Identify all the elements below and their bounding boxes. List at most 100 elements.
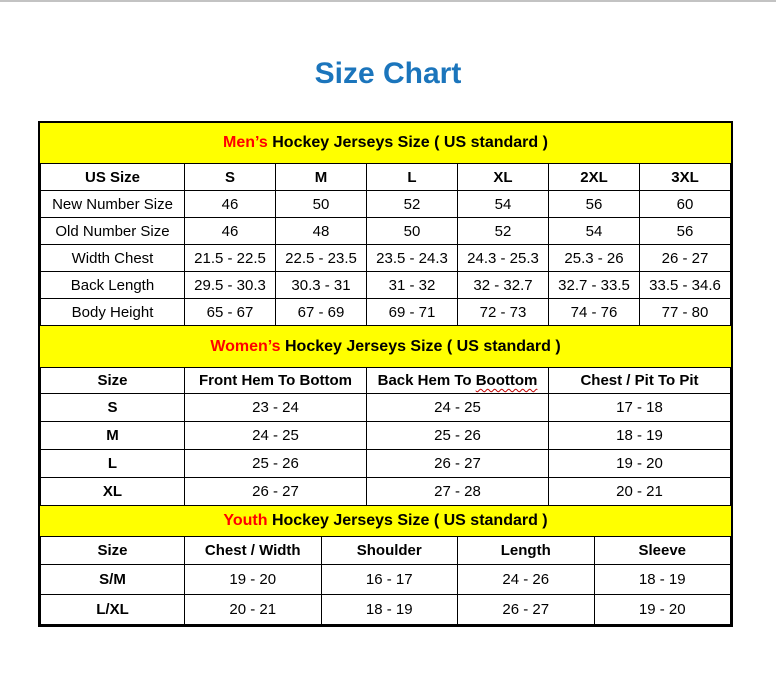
youth-size-value-cell: 20 - 21 <box>184 594 322 625</box>
mens-row-label: New Number Size <box>40 190 185 218</box>
mens-row-label: Back Length <box>40 271 185 299</box>
youth-size-value-cell: 19 - 20 <box>593 594 731 625</box>
youth-section: Youth Hockey Jerseys Size ( US standard … <box>40 506 731 625</box>
mens-size-value-cell: 54 <box>457 190 549 218</box>
youth-table-row: L/XL 20 - 21 18 - 19 26 - 27 19 - 20 <box>40 594 731 625</box>
mens-table-row: New Number Size 46 50 52 54 56 60 <box>40 190 731 218</box>
mens-size-value-cell: 69 - 71 <box>366 298 458 326</box>
mens-section: Men’s Hockey Jerseys Size ( US standard … <box>40 123 731 326</box>
mens-size-value-cell: 74 - 76 <box>548 298 640 326</box>
column-header-label: L <box>407 168 417 186</box>
youth-banner-text: Hockey Jerseys Size ( US standard ) <box>267 512 548 529</box>
womens-size-value-cell: 25 - 26 <box>184 449 367 478</box>
womens-table-row: S 23 - 24 24 - 25 17 - 18 <box>40 393 731 422</box>
mens-row-label: Body Height <box>40 298 185 326</box>
column-header-label: US Size <box>84 168 141 186</box>
mens-banner-highlight: Men’s <box>223 134 268 151</box>
column-header-label: Sleeve <box>638 542 687 559</box>
column-header-label: XL <box>493 168 513 186</box>
mens-size-value-cell: 56 <box>639 217 731 245</box>
mens-size-value-cell: 26 - 27 <box>639 244 731 272</box>
youth-column-header: Chest / Width <box>184 536 322 565</box>
column-header-label: M <box>314 168 328 186</box>
womens-column-header: Back Hem To Boottom <box>366 367 549 394</box>
column-header-label: Shoulder <box>356 542 422 559</box>
mens-size-value-cell: 54 <box>548 217 640 245</box>
womens-table-row: L 25 - 26 26 - 27 19 - 20 <box>40 449 731 478</box>
womens-size-value-cell: 23 - 24 <box>184 393 367 422</box>
womens-size-value-cell: 20 - 21 <box>548 477 731 506</box>
youth-table-row: S/M 19 - 20 16 - 17 24 - 26 18 - 19 <box>40 564 731 595</box>
column-header-label: Chest / Width <box>204 542 301 559</box>
womens-size-value-cell: 19 - 20 <box>548 449 731 478</box>
mens-column-header: S <box>184 163 276 191</box>
womens-column-header: Front Hem To Bottom <box>184 367 367 394</box>
mens-size-value-cell: 46 <box>184 190 276 218</box>
mens-size-value-cell: 29.5 - 30.3 <box>184 271 276 299</box>
mens-size-value-cell: 52 <box>457 217 549 245</box>
mens-column-header: XL <box>457 163 549 191</box>
mens-size-value-cell: 56 <box>548 190 640 218</box>
womens-table-row: M 24 - 25 25 - 26 18 - 19 <box>40 421 731 450</box>
youth-size-value-cell: 18 - 19 <box>593 564 731 595</box>
mens-table-row: Body Height 65 - 67 67 - 69 69 - 71 72 - 73 7… <box>40 298 731 326</box>
womens-size-value-cell: 24 - 25 <box>184 421 367 450</box>
womens-size-value-cell: 24 - 25 <box>366 393 549 422</box>
mens-column-header: M <box>275 163 367 191</box>
mens-size-value-cell: 21.5 - 22.5 <box>184 244 276 272</box>
womens-size-value-cell: 26 - 27 <box>366 449 549 478</box>
column-header-label: 3XL <box>671 168 699 186</box>
mens-size-value-cell: 24.3 - 25.3 <box>457 244 549 272</box>
mens-table-row: Back Length 29.5 - 30.3 30.3 - 31 31 - 32 32… <box>40 271 731 299</box>
youth-banner: Youth Hockey Jerseys Size ( US standard … <box>40 506 731 536</box>
womens-column-header: Chest / Pit To Pit <box>548 367 731 394</box>
column-header-label: Chest / Pit To Pit <box>580 372 699 389</box>
mens-size-value-cell: 30.3 - 31 <box>275 271 367 299</box>
womens-size-value-cell: 25 - 26 <box>366 421 549 450</box>
youth-size-table: Size Chest / Width Shoulder Length Sleeve S/M… <box>40 536 731 625</box>
youth-size-value-cell: 24 - 26 <box>457 564 595 595</box>
youth-size-value-cell: 16 - 17 <box>320 564 458 595</box>
mens-size-value-cell: 72 - 73 <box>457 298 549 326</box>
womens-size-value-cell: 26 - 27 <box>184 477 367 506</box>
mens-size-value-cell: 60 <box>639 190 731 218</box>
womens-size-value-cell: 17 - 18 <box>548 393 731 422</box>
column-header-label: Size <box>97 542 128 559</box>
womens-row-label: S <box>40 393 185 422</box>
mens-size-value-cell: 25.3 - 26 <box>548 244 640 272</box>
mens-column-header: 2XL <box>548 163 640 191</box>
column-header-misspelled-word: Boottom <box>475 372 538 389</box>
mens-size-value-cell: 48 <box>275 217 367 245</box>
womens-row-label: M <box>40 421 185 450</box>
womens-size-value-cell: 18 - 19 <box>548 421 731 450</box>
womens-section: Women’s Hockey Jerseys Size ( US standar… <box>40 326 731 506</box>
mens-header-row: US Size S M L XL 2XL 3XL <box>40 163 731 191</box>
youth-size-value-cell: 18 - 19 <box>320 594 458 625</box>
mens-column-header: 3XL <box>639 163 731 191</box>
column-header-label: 2XL <box>580 168 608 186</box>
mens-size-table: US Size S M L XL 2XL 3XL New Number Size 46 50 52 5… <box>40 163 731 326</box>
mens-size-value-cell: 32.7 - 33.5 <box>548 271 640 299</box>
mens-size-value-cell: 77 - 80 <box>639 298 731 326</box>
youth-size-value-cell: 26 - 27 <box>457 594 595 625</box>
mens-column-header: L <box>366 163 458 191</box>
youth-header-row: Size Chest / Width Shoulder Length Sleeve <box>40 536 731 565</box>
mens-banner: Men’s Hockey Jerseys Size ( US standard … <box>40 123 731 163</box>
womens-size-table: Size Front Hem To Bottom Back Hem To Boott… <box>40 367 731 506</box>
womens-row-label: XL <box>40 477 185 506</box>
mens-row-label: Width Chest <box>40 244 185 272</box>
mens-size-value-cell: 65 - 67 <box>184 298 276 326</box>
size-tables-container: Men’s Hockey Jerseys Size ( US standard … <box>38 121 733 627</box>
womens-banner-text: Hockey Jerseys Size ( US standard ) <box>280 337 561 355</box>
youth-column-header: Sleeve <box>593 536 731 565</box>
mens-column-header: US Size <box>40 163 185 191</box>
mens-size-value-cell: 50 <box>275 190 367 218</box>
youth-column-header: Shoulder <box>320 536 458 565</box>
youth-column-header: Length <box>457 536 595 565</box>
youth-size-value-cell: 19 - 20 <box>184 564 322 595</box>
mens-size-value-cell: 33.5 - 34.6 <box>639 271 731 299</box>
mens-banner-text: Hockey Jerseys Size ( US standard ) <box>267 134 548 151</box>
mens-size-value-cell: 67 - 69 <box>275 298 367 326</box>
youth-column-header: Size <box>40 536 185 565</box>
